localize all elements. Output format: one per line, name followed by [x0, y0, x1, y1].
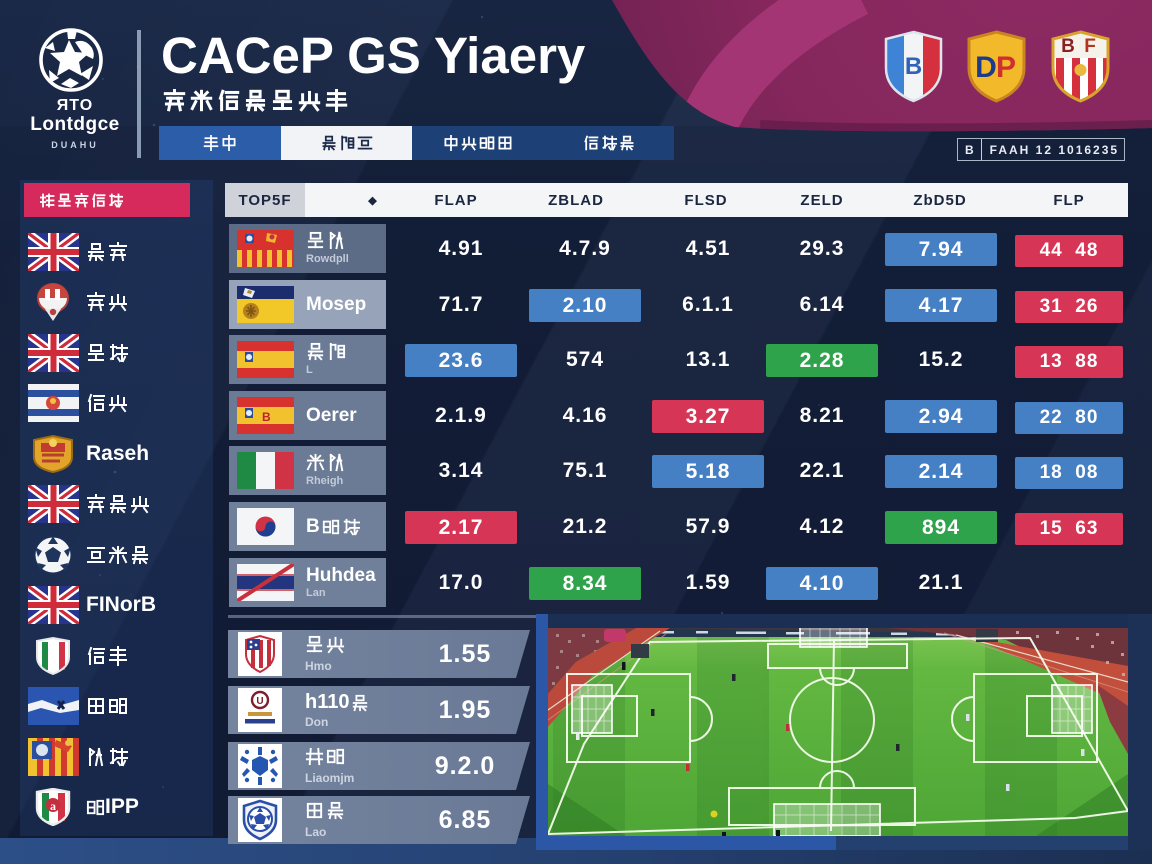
svg-text:a: a	[50, 799, 56, 813]
svg-text:B: B	[905, 53, 922, 80]
svg-text:B: B	[1061, 36, 1075, 57]
svg-text:U: U	[256, 696, 263, 707]
svg-text:D: D	[975, 51, 997, 84]
svg-text:B: B	[262, 410, 271, 424]
svg-text:P: P	[996, 51, 1016, 84]
svg-text:F: F	[1084, 36, 1096, 57]
